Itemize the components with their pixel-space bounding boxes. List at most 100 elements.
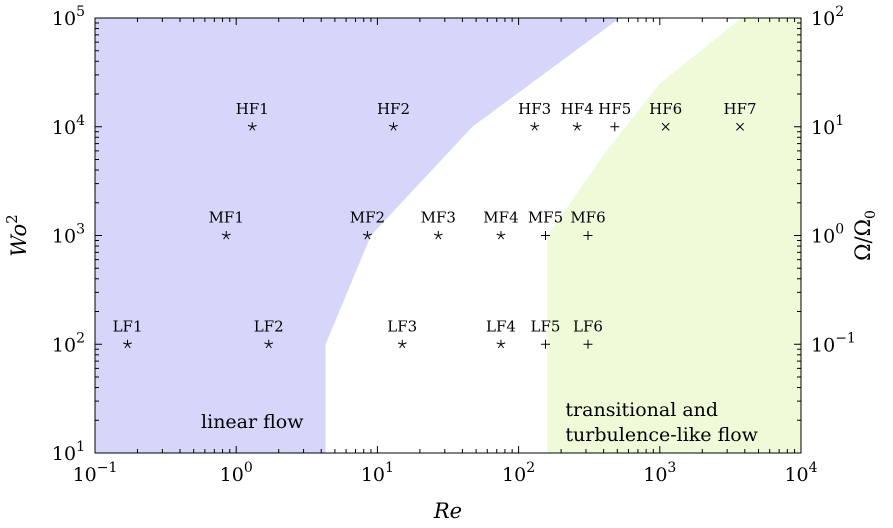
marker-star xyxy=(127,343,131,349)
y-axis-title-superscript: 2 xyxy=(3,214,21,224)
points-layer: LF1 LF2 LF3 LF4 LF5 LF6 MF1 MF2 MF3 MF4 MF5 MF6 HF1 H… xyxy=(113,100,757,349)
x-tick-label-2: 102 xyxy=(502,460,535,486)
tick-base: 10 xyxy=(502,464,526,486)
marker-star xyxy=(389,124,394,128)
region-label-transitional-and-turbulence-like-flow: transitional and turbulence-like flow xyxy=(565,399,758,446)
point-hf5: HF5 xyxy=(598,100,631,132)
x-tick-label-3: 103 xyxy=(643,460,676,486)
y-tick-label-3: 103 xyxy=(52,222,85,248)
tick-base: 10 xyxy=(811,226,835,248)
point-lf6: LF6 xyxy=(573,317,603,349)
marker-star xyxy=(264,342,269,345)
point-label-mf6: MF6 xyxy=(570,209,605,227)
region-label-line: turbulence-like flow xyxy=(565,424,758,446)
point-hf4: HF4 xyxy=(561,100,594,131)
y-tick-label-5: 105 xyxy=(52,4,85,30)
point-hf2: HF2 xyxy=(377,100,410,131)
marker-star xyxy=(530,124,535,128)
point-label-hf1: HF1 xyxy=(236,100,269,118)
marker-star xyxy=(433,233,439,236)
point-hf7: HF7 xyxy=(724,100,757,131)
x-axis-title: Re xyxy=(433,499,462,523)
marker-star xyxy=(251,126,256,131)
tick-exponent: 1 xyxy=(385,460,394,476)
ticks-layer xyxy=(94,17,802,454)
marker-star xyxy=(576,126,581,131)
tick-exponent: 5 xyxy=(76,4,85,20)
marker-star xyxy=(268,342,274,345)
y2-axis-title-subscript: 0 xyxy=(863,210,879,219)
tick-base: 10 xyxy=(811,334,835,356)
tick-exponent: 4 xyxy=(76,113,85,129)
marker-star xyxy=(399,343,403,349)
marker-star xyxy=(123,342,128,345)
marker-star xyxy=(500,343,505,349)
tick-exponent: −1 xyxy=(835,330,856,346)
marker-star xyxy=(367,235,371,240)
point-label-mf5: MF5 xyxy=(528,209,563,227)
marker-star xyxy=(226,233,231,236)
tick-exponent: 3 xyxy=(76,222,85,238)
regions-layer xyxy=(95,18,801,453)
marker-star xyxy=(367,233,372,236)
tick-base: 10 xyxy=(52,334,76,356)
marker-star xyxy=(577,124,582,128)
marker-star xyxy=(437,235,442,240)
y2-tick-label-1: 101 xyxy=(811,113,844,139)
point-lf5: LF5 xyxy=(531,317,560,349)
region-label-line: transitional and xyxy=(565,399,718,421)
point-label-hf3: HF3 xyxy=(518,100,551,118)
marker-star xyxy=(393,124,398,128)
tick-base: 10 xyxy=(811,8,835,30)
y2-tick-label-2: 102 xyxy=(811,4,844,30)
marker-star xyxy=(435,235,439,240)
point-label-hf6: HF6 xyxy=(649,100,682,118)
y-tick-label-4: 104 xyxy=(52,113,85,139)
marker-star xyxy=(397,342,403,345)
marker-star xyxy=(364,235,368,240)
marker-star xyxy=(127,342,132,345)
point-mf4: MF4 xyxy=(483,209,519,240)
point-lf3: LF3 xyxy=(387,317,417,349)
point-label-hf7: HF7 xyxy=(724,100,757,118)
point-lf1: LF1 xyxy=(113,317,143,349)
marker-cross xyxy=(661,122,670,131)
tick-exponent: 2 xyxy=(76,330,85,346)
marker-star xyxy=(534,126,538,131)
x-tick-label-1: 101 xyxy=(361,460,394,486)
tick-base: 10 xyxy=(52,226,76,248)
tick-exponent: −1 xyxy=(97,460,118,476)
marker-star xyxy=(500,235,505,240)
marker-star xyxy=(124,343,128,349)
point-label-mf2: MF2 xyxy=(350,209,385,227)
point-label-mf4: MF4 xyxy=(483,209,518,227)
marker-star xyxy=(393,126,397,131)
marker-star xyxy=(401,343,406,349)
marker-star xyxy=(496,233,502,236)
tick-exponent: 1 xyxy=(835,113,844,129)
marker-star xyxy=(531,126,536,131)
tick-base: 10 xyxy=(73,464,97,486)
tick-base: 10 xyxy=(811,117,835,139)
tick-exponent: 4 xyxy=(809,460,818,476)
marker-star xyxy=(362,233,368,236)
marker-star xyxy=(497,343,502,349)
region-labels-layer: linear flow transitional and turbulence-li… xyxy=(201,399,759,446)
x-tick-label-1: 10−1 xyxy=(73,460,118,486)
region-linear-flow xyxy=(95,18,620,453)
marker-star xyxy=(268,343,272,349)
marker-star xyxy=(390,126,394,131)
point-label-mf1: MF1 xyxy=(209,209,244,227)
point-mf3: MF3 xyxy=(421,209,456,240)
tick-exponent: 2 xyxy=(526,460,535,476)
y2-axis-title-base: Ω/Ω xyxy=(851,219,875,261)
y-axis-title-base: Wo xyxy=(7,224,31,257)
marker-star xyxy=(249,126,253,131)
marker-star xyxy=(500,233,506,236)
marker-star xyxy=(221,233,227,236)
point-lf4: LF4 xyxy=(486,317,516,349)
point-label-hf2: HF2 xyxy=(377,100,410,118)
tick-base: 10 xyxy=(52,443,76,465)
tick-base: 10 xyxy=(361,464,385,486)
